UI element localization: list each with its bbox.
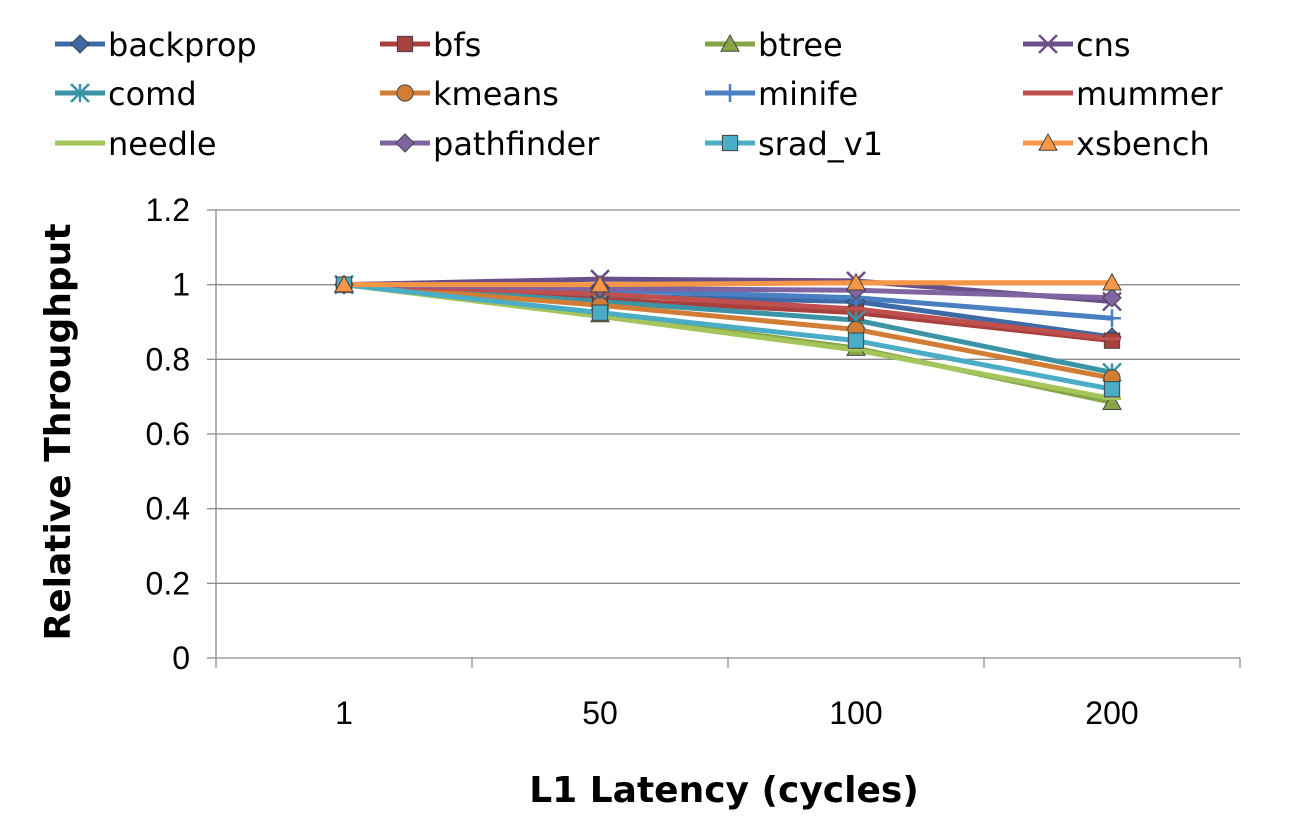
- legend-item-mummer: mummer: [1023, 75, 1223, 113]
- data-point-xsbench: [846, 272, 866, 291]
- data-point-btree: [1102, 392, 1122, 410]
- legend-label: pathfinder: [433, 125, 600, 163]
- series-markers: [334, 269, 1122, 410]
- legend-item-xsbench: xsbench: [1023, 125, 1210, 163]
- data-point-xsbench: [1102, 272, 1122, 291]
- legend-label: xsbench: [1076, 125, 1210, 163]
- legend-item-btree: btree: [705, 26, 843, 64]
- legend-label: needle: [108, 125, 217, 163]
- legend-marker: [720, 33, 740, 52]
- legend-label: kmeans: [433, 75, 559, 113]
- series-line-cns: [341, 276, 1115, 304]
- data-point-xsbench: [334, 274, 354, 293]
- legend-label: minife: [758, 75, 858, 113]
- y-tick-label: 0.6: [146, 416, 190, 452]
- data-point-xsbench: [590, 274, 610, 293]
- data-point-pathfinder: [1102, 288, 1122, 308]
- series-line-mummer: [341, 282, 1115, 342]
- y-axis-title: Relative Throughput: [38, 223, 79, 640]
- legend-item-srad_v1: srad_v1: [705, 125, 883, 163]
- legend-marker: [1038, 132, 1058, 151]
- y-tick-label: 1: [172, 267, 190, 303]
- legend-label: mummer: [1076, 75, 1223, 113]
- legend-item-pathfinder: pathfinder: [380, 125, 600, 163]
- y-tick-label: 1.2: [146, 192, 190, 228]
- y-tick-label: 0.8: [146, 341, 190, 377]
- x-tick-label: 100: [829, 695, 882, 731]
- legend-item-needle: needle: [55, 125, 217, 163]
- legend-marker: [395, 133, 415, 153]
- data-point-bfs: [1103, 332, 1121, 349]
- series-lines: [341, 276, 1115, 405]
- x-axis-title: L1 Latency (cycles): [529, 770, 919, 811]
- legend-marker: [721, 134, 739, 152]
- legend-item-backprop: backprop: [55, 26, 257, 64]
- y-tick-label: 0.2: [146, 565, 190, 601]
- legend-item-bfs: bfs: [380, 26, 481, 64]
- series-line-xsbench: [341, 280, 1115, 288]
- x-tick-label: 1: [335, 695, 353, 731]
- legend-marker: [70, 83, 90, 103]
- legend-marker: [70, 34, 90, 54]
- legend-item-kmeans: kmeans: [380, 75, 559, 113]
- legend-marker: [396, 84, 414, 102]
- y-tick-label: 0.4: [146, 491, 190, 527]
- series-line-kmeans: [341, 282, 1115, 381]
- legend-marker: [1038, 34, 1058, 54]
- data-point-srad_v1: [847, 332, 865, 349]
- legend-label: comd: [108, 75, 197, 113]
- legend-label: srad_v1: [758, 125, 883, 163]
- axes: [207, 209, 1241, 668]
- legend-item-minife: minife: [705, 75, 858, 113]
- legend-label: bfs: [433, 26, 481, 64]
- legend-label: btree: [758, 26, 843, 64]
- legend-label: backprop: [108, 26, 257, 64]
- legend-label: cns: [1076, 26, 1131, 64]
- data-point-srad_v1: [1103, 381, 1121, 398]
- legend-item-comd: comd: [55, 75, 197, 113]
- tick-labels: 0 0.2 0.4 0.6 0.8 1 1.2 1 50 100 200: [146, 192, 1139, 731]
- data-point-srad_v1: [591, 304, 609, 321]
- y-tick-label: 0: [172, 640, 190, 676]
- legend-item-cns: cns: [1023, 26, 1131, 64]
- x-tick-label: 50: [582, 695, 618, 731]
- series-line-srad_v1: [341, 282, 1115, 392]
- data-point-minife: [1103, 309, 1121, 328]
- legend-marker: [721, 84, 739, 102]
- legend: backprop bfs btree cns comd kmeans minife mumme…: [55, 26, 1223, 163]
- x-tick-label: 200: [1085, 695, 1138, 731]
- legend-marker: [396, 35, 414, 53]
